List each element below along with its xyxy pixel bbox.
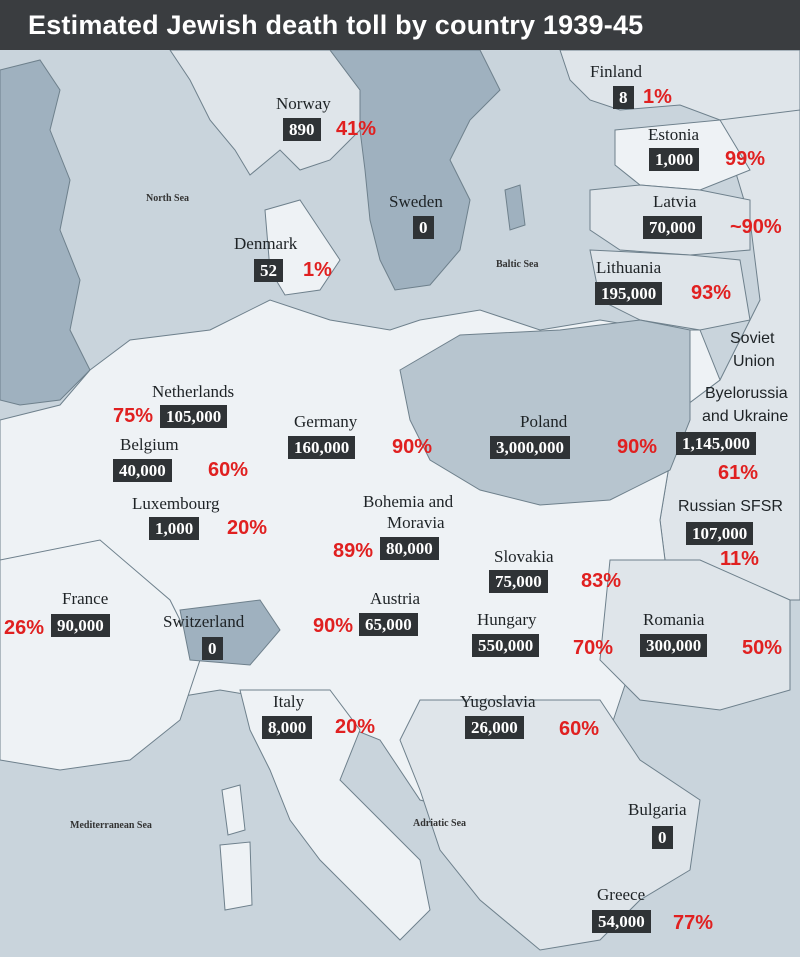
luxembourg-name: Luxembourg	[132, 494, 220, 513]
russian-sfsr-deaths: 107,000	[686, 522, 754, 545]
norway-deaths: 890	[283, 118, 321, 141]
estonia-deaths: 1,000	[649, 148, 700, 171]
lithuania-name: Lithuania	[596, 258, 662, 277]
switzerland-name: Switzerland	[163, 612, 245, 631]
greece-deaths: 54,000	[592, 910, 651, 933]
balkans-land	[399, 699, 701, 951]
norway-percent: 41%	[336, 118, 377, 140]
north-sea-label: North Sea	[146, 193, 190, 204]
estonia-percent: 99%	[725, 148, 766, 170]
sardinia-island	[219, 841, 253, 911]
bohemia-moravia-name-line2: Moravia	[387, 513, 445, 532]
italy-percent: 20%	[335, 716, 376, 738]
greece-percent: 77%	[673, 912, 714, 934]
germany-name: Germany	[294, 412, 358, 431]
byelorussia-ukraine-deaths: 1,145,000	[676, 432, 756, 455]
italy-deaths: 8,000	[262, 716, 313, 739]
norway-name: Norway	[276, 94, 331, 113]
poland-percent: 90%	[617, 436, 658, 458]
italy-name: Italy	[273, 692, 305, 711]
poland-name: Poland	[520, 412, 568, 431]
adriatic-sea-label: Adriatic Sea	[413, 818, 467, 829]
bohemia-moravia-name-line1: Bohemia and	[363, 492, 454, 511]
great-britain-land	[0, 59, 91, 406]
yugoslavia-deaths: 26,000	[465, 716, 524, 739]
yugoslavia-percent: 60%	[559, 718, 600, 740]
france-deaths: 90,000	[51, 614, 110, 637]
germany-deaths: 160,000	[288, 436, 356, 459]
yugoslavia-name: Yugoslavia	[460, 692, 536, 711]
baltic-sea-label: Baltic Sea	[496, 259, 539, 270]
soviet-union-name-line2: Union	[733, 353, 775, 370]
estonia-name: Estonia	[648, 125, 699, 144]
bohemia-moravia-deaths: 80,000	[380, 537, 439, 560]
netherlands-percent: 75%	[113, 405, 154, 427]
denmark-name: Denmark	[234, 234, 298, 253]
belgium-percent: 60%	[208, 459, 249, 481]
bohemia-moravia-percent: 89%	[333, 540, 374, 562]
mediterranean-sea-label: Mediterranean Sea	[70, 820, 152, 831]
switzerland-deaths: 0	[202, 637, 223, 660]
italy-land	[239, 689, 431, 941]
france-percent: 26%	[4, 617, 45, 639]
hungary-percent: 70%	[573, 637, 614, 659]
luxembourg-deaths: 1,000	[149, 517, 200, 540]
belgium-name: Belgium	[120, 435, 179, 454]
romania-percent: 50%	[742, 637, 783, 659]
byelorussia-ukraine-name-line2: and Ukraine	[702, 408, 789, 425]
byelorussia-ukraine-percent: 61%	[718, 462, 759, 484]
belgium-deaths: 40,000	[113, 459, 172, 482]
greece-name: Greece	[597, 885, 646, 904]
luxembourg-percent: 20%	[227, 517, 268, 539]
hungary-deaths: 550,000	[472, 634, 540, 657]
sweden-name: Sweden	[389, 192, 443, 211]
latvia-percent: ~90%	[730, 216, 782, 238]
denmark-percent: 1%	[303, 259, 332, 281]
hungary-name: Hungary	[477, 610, 537, 629]
corsica-island	[221, 784, 246, 836]
bulgaria-name: Bulgaria	[628, 800, 687, 819]
romania-deaths: 300,000	[640, 634, 708, 657]
sweden-land	[329, 49, 501, 291]
latvia-name: Latvia	[653, 192, 697, 211]
finland-name: Finland	[590, 62, 642, 81]
germany-percent: 90%	[392, 436, 433, 458]
france-name: France	[62, 589, 109, 608]
netherlands-name: Netherlands	[152, 382, 235, 401]
france-land	[0, 539, 201, 771]
romania-name: Romania	[643, 610, 705, 629]
byelorussia-ukraine-name-line1: Byelorussia	[705, 385, 788, 402]
gotland-island	[504, 184, 526, 231]
russian-sfsr-percent: 11%	[720, 548, 759, 570]
austria-name: Austria	[370, 589, 421, 608]
poland-land	[399, 319, 691, 506]
austria-deaths: 65,000	[359, 613, 418, 636]
finland-percent: 1%	[643, 86, 672, 108]
latvia-deaths: 70,000	[643, 216, 702, 239]
austria-percent: 90%	[313, 615, 354, 637]
netherlands-deaths: 105,000	[160, 405, 228, 428]
poland-deaths: 3,000,000	[490, 436, 570, 459]
soviet-union-name-line1: Soviet	[730, 330, 775, 347]
denmark-deaths: 52	[254, 259, 283, 282]
finland-deaths: 8	[613, 86, 634, 109]
russian-sfsr-name: Russian SFSR	[678, 498, 783, 515]
lithuania-percent: 93%	[691, 282, 732, 304]
slovakia-name: Slovakia	[494, 547, 554, 566]
slovakia-percent: 83%	[581, 570, 622, 592]
slovakia-deaths: 75,000	[489, 570, 548, 593]
map-title: Estimated Jewish death toll by country 1…	[0, 0, 800, 50]
lithuania-deaths: 195,000	[595, 282, 663, 305]
bulgaria-deaths: 0	[652, 826, 673, 849]
sweden-deaths: 0	[413, 216, 434, 239]
